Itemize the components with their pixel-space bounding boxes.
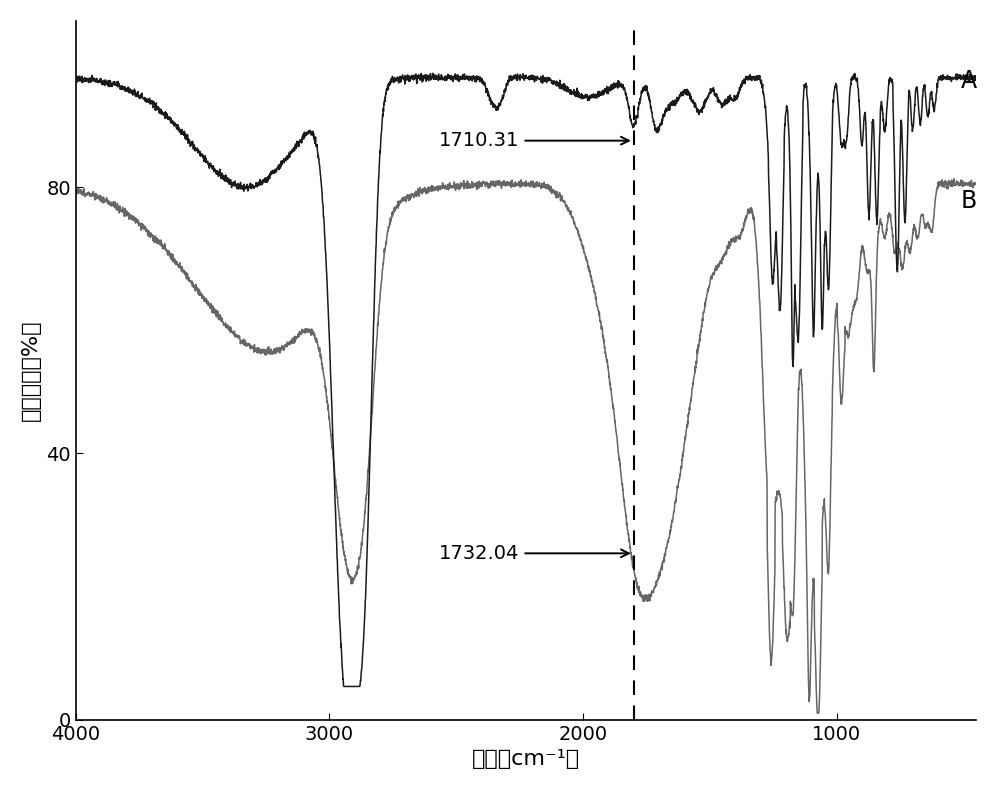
Text: B: B xyxy=(961,189,977,213)
Y-axis label: 吸收强度（%）: 吸收强度（%） xyxy=(21,319,41,421)
Text: A: A xyxy=(961,69,977,92)
X-axis label: 波数（cm⁻¹）: 波数（cm⁻¹） xyxy=(472,749,580,769)
Text: 1710.31: 1710.31 xyxy=(439,131,629,150)
Text: 1732.04: 1732.04 xyxy=(439,544,629,562)
